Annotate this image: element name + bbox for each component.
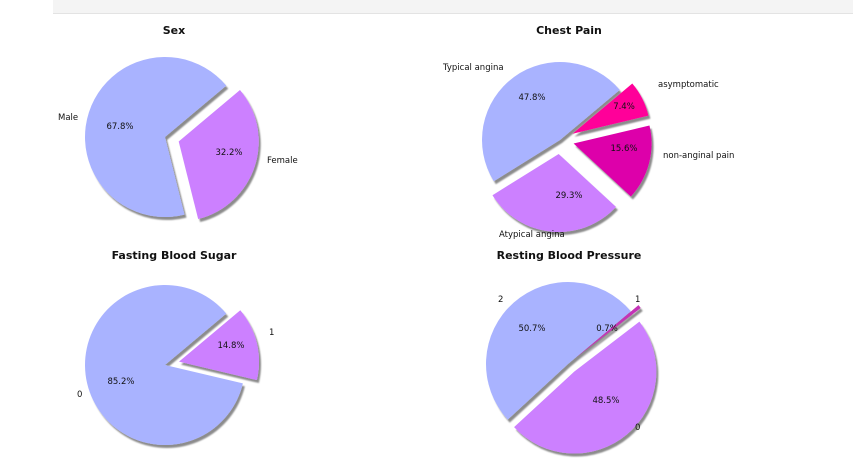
slice-label-typical-angina: Typical angina (442, 63, 504, 73)
pie-slice-2 (486, 282, 631, 420)
slice-label-1: 1 (269, 328, 274, 338)
output-cell-toolbar (53, 0, 853, 14)
slice-label-male: Male (58, 113, 78, 123)
chart-title: Fasting Blood Sugar (112, 249, 237, 262)
chart-title: Resting Blood Pressure (497, 249, 642, 262)
pie-chart-chest-pain: Chest Pain Typical angina 47.8% Atypical… (442, 24, 734, 240)
pie-chart-fasting-blood-sugar: Fasting Blood Sugar 0 85.2% 1 14.8% (77, 249, 274, 446)
pie-slice-0 (514, 321, 657, 454)
slice-pct-2: 50.7% (518, 324, 545, 334)
slice-pct-0: 48.5% (592, 396, 619, 406)
pie-slices (481, 61, 652, 232)
pie-slice-0 (84, 285, 243, 446)
slice-pct-typical-angina: 47.8% (518, 93, 545, 103)
slice-label-female: Female (267, 156, 298, 166)
slice-pct-atypical-angina: 29.3% (555, 191, 582, 201)
pie-slice-1 (575, 305, 641, 358)
slice-label-0: 0 (77, 390, 82, 400)
slice-label-non-anginal-pain: non-anginal pain (663, 151, 734, 161)
slice-pct-female: 32.2% (215, 148, 242, 158)
slice-label-2: 2 (498, 295, 503, 305)
slice-pct-non-anginal-pain: 15.6% (610, 144, 637, 154)
slice-label-asymptomatic: asymptomatic (658, 80, 719, 90)
chart-title: Sex (163, 24, 185, 37)
pie-slices (84, 56, 259, 220)
slice-label-atypical-angina: Atypical angina (499, 230, 565, 240)
pie-slice-non-anginal-pain (573, 125, 652, 197)
slice-pct-0: 85.2% (107, 377, 134, 387)
pie-slice-atypical-angina (492, 153, 616, 232)
slice-pct-1: 14.8% (217, 341, 244, 351)
pie-slice-female (178, 90, 259, 220)
pie-chart-sex: Sex Male 67.8% Female 32.2% (58, 24, 298, 220)
chart-title: Chest Pain (536, 24, 602, 37)
pie-slice-1 (179, 310, 260, 381)
pie-slices (84, 285, 260, 446)
pie-slice-male (84, 56, 227, 217)
pie-slice-typical-angina (481, 61, 620, 182)
slice-label-0: 0 (635, 423, 640, 433)
slice-label-1: 1 (635, 295, 640, 305)
pie-chart-resting-blood-pressure: Resting Blood Pressure 2 50.7% 0 48.5% 1… (486, 249, 657, 454)
pie-slices (486, 282, 657, 454)
slice-pct-male: 67.8% (106, 122, 133, 132)
slice-pct-asymptomatic: 7.4% (613, 102, 635, 112)
pie-slice-asymptomatic (572, 83, 649, 134)
slice-pct-1: 0.7% (596, 324, 618, 334)
